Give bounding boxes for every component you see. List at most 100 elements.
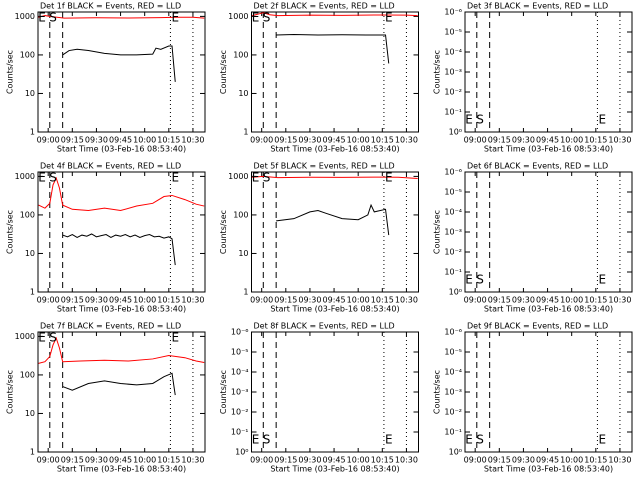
x-tick-label: 09:45 xyxy=(109,136,132,145)
annotation: S xyxy=(49,171,57,185)
annotation: S xyxy=(49,331,57,345)
annotation: E xyxy=(385,433,393,447)
x-tick-label: 09:00 xyxy=(37,136,60,145)
x-tick-label: 10:00 xyxy=(133,136,156,145)
x-tick-label: 09:00 xyxy=(37,456,60,465)
y-tick-label: 10⁻¹ xyxy=(444,428,462,437)
series-line xyxy=(276,203,390,236)
x-tick-label: 09:30 xyxy=(298,136,321,145)
annotation: E xyxy=(252,433,260,447)
y-tick-label: 10 xyxy=(238,89,248,98)
y-tick-label: 1000 xyxy=(15,12,35,21)
panel-title: Det 8f BLACK = Events, RED = LLD xyxy=(254,322,395,331)
series-line xyxy=(62,45,176,82)
x-tick-label: 09:45 xyxy=(109,296,132,305)
x-tick-label: 09:15 xyxy=(274,456,297,465)
series-line xyxy=(276,33,390,64)
x-axis-label: Start Time (03-Feb-16 08:53:40) xyxy=(484,305,613,314)
x-axis-label: Start Time (03-Feb-16 08:53:40) xyxy=(484,145,613,154)
annotation: E xyxy=(252,11,260,25)
y-tick-label: 10⁰ xyxy=(235,448,248,457)
y-tick-label: 10⁻⁵ xyxy=(444,348,462,357)
y-tick-label: 10⁻² xyxy=(444,408,462,417)
x-tick-label: 09:15 xyxy=(61,296,84,305)
y-tick-label: 1000 xyxy=(228,12,248,21)
y-tick-label: 10⁻⁶ xyxy=(444,168,462,177)
x-tick-label: 10:30 xyxy=(608,136,631,145)
x-tick-label: 09:15 xyxy=(61,136,84,145)
y-tick-label: 1 xyxy=(30,128,35,137)
x-tick-label: 09:15 xyxy=(488,136,511,145)
plot-frame xyxy=(37,11,206,133)
series-line xyxy=(38,15,205,19)
panel-title: Det 3f BLACK = Events, RED = LLD xyxy=(467,2,608,11)
x-tick-label: 09:30 xyxy=(85,136,108,145)
x-tick-label: 10:15 xyxy=(157,456,180,465)
y-tick-label: 10⁻⁶ xyxy=(231,328,249,337)
x-tick-label: 09:00 xyxy=(464,136,487,145)
y-axis-label: Counts/sec xyxy=(6,210,15,254)
annotation: E xyxy=(385,11,393,25)
panel: Det 3f BLACK = Events, RED = LLD Counts/s… xyxy=(433,2,633,154)
y-axis-label: Counts/sec xyxy=(6,50,15,94)
x-tick-label: 09:30 xyxy=(85,456,108,465)
y-tick-label: 10⁰ xyxy=(449,288,462,297)
y-tick-label: 10⁻² xyxy=(231,408,249,417)
y-tick-label: 10⁰ xyxy=(449,128,462,137)
annotation: E xyxy=(598,273,606,287)
series-line xyxy=(38,176,205,212)
y-axis-label: Counts/sec xyxy=(433,210,442,254)
annotation: S xyxy=(476,433,484,447)
annotation: E xyxy=(465,113,473,127)
plot-frame xyxy=(464,331,633,453)
plot-frame xyxy=(251,331,419,453)
x-tick-label: 09:00 xyxy=(250,456,273,465)
y-axis-label: Counts/sec xyxy=(219,370,228,414)
x-tick-label: 10:15 xyxy=(584,296,607,305)
y-tick-label: 10 xyxy=(238,249,248,258)
x-tick-label: 10:30 xyxy=(608,296,631,305)
x-tick-label: 10:00 xyxy=(347,296,370,305)
series-line xyxy=(251,12,418,17)
plot-frame xyxy=(37,331,206,453)
annotation: S xyxy=(263,171,271,185)
x-axis-label: Start Time (03-Feb-16 08:53:40) xyxy=(57,305,186,314)
x-tick-label: 09:00 xyxy=(464,296,487,305)
x-tick-label: 10:15 xyxy=(584,456,607,465)
y-tick-label: 10⁻⁵ xyxy=(231,348,249,357)
x-tick-label: 09:45 xyxy=(323,296,346,305)
series-line xyxy=(62,372,176,396)
panel: Det 7f BLACK = Events, RED = LLD Counts/s… xyxy=(6,322,206,474)
y-tick-label: 1 xyxy=(30,448,35,457)
plot-frame xyxy=(464,11,633,133)
panel-title: Det 4f BLACK = Events, RED = LLD xyxy=(40,162,181,171)
x-tick-label: 09:45 xyxy=(109,456,132,465)
panel-title: Det 9f BLACK = Events, RED = LLD xyxy=(467,322,608,331)
x-tick-label: 09:00 xyxy=(250,296,273,305)
x-tick-label: 10:00 xyxy=(560,136,583,145)
y-tick-label: 1000 xyxy=(15,172,35,181)
y-tick-label: 10⁻¹ xyxy=(231,428,249,437)
series-line xyxy=(62,233,176,266)
x-tick-label: 10:15 xyxy=(584,136,607,145)
x-tick-label: 10:00 xyxy=(347,456,370,465)
panel-title: Det 7f BLACK = Events, RED = LLD xyxy=(40,322,181,331)
y-axis-label: Counts/sec xyxy=(6,370,15,414)
annotation: S xyxy=(49,11,57,25)
x-tick-label: 09:45 xyxy=(323,136,346,145)
x-tick-label: 10:15 xyxy=(157,296,180,305)
x-tick-label: 10:30 xyxy=(181,136,204,145)
x-tick-label: 10:30 xyxy=(181,296,204,305)
y-tick-label: 10⁻⁶ xyxy=(444,328,462,337)
x-tick-label: 09:15 xyxy=(488,296,511,305)
annotation: E xyxy=(38,11,46,25)
x-axis-label: Start Time (03-Feb-16 08:53:40) xyxy=(270,305,399,314)
annotation: E xyxy=(252,171,260,185)
annotation: S xyxy=(476,273,484,287)
y-tick-label: 100 xyxy=(233,210,248,219)
x-tick-label: 10:00 xyxy=(560,456,583,465)
y-tick-label: 10⁻⁵ xyxy=(444,188,462,197)
y-axis-label: Counts/sec xyxy=(219,50,228,94)
annotation: E xyxy=(465,433,473,447)
y-axis-label: Counts/sec xyxy=(219,210,228,254)
